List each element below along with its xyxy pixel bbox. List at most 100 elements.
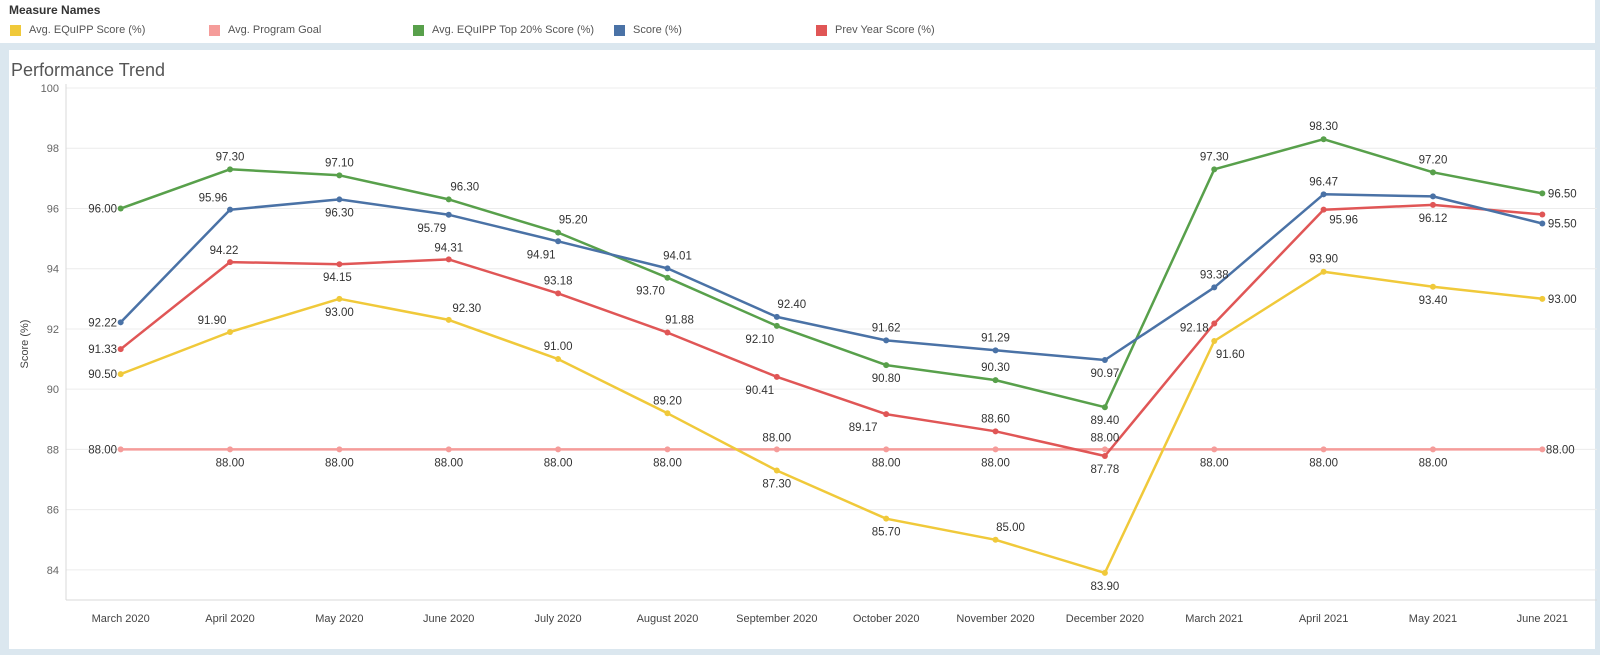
data-point xyxy=(227,206,234,213)
data-label: 88.00 xyxy=(653,457,682,469)
data-point xyxy=(1320,191,1327,198)
data-point xyxy=(1429,193,1436,200)
data-label: 94.31 xyxy=(434,242,463,254)
data-label: 93.38 xyxy=(1200,269,1229,281)
legend-item-score[interactable]: Score (%) xyxy=(614,22,682,38)
data-point xyxy=(445,256,452,263)
y-tick-label: 84 xyxy=(47,565,59,577)
data-label: 96.30 xyxy=(450,181,479,193)
data-label: 85.00 xyxy=(996,522,1025,534)
legend-item-avg-equipp-top20[interactable]: Avg. EQuIPP Top 20% Score (%) xyxy=(413,22,594,38)
data-point xyxy=(555,229,562,236)
data-label: 88.00 xyxy=(1309,457,1338,469)
data-label: 90.50 xyxy=(88,369,117,381)
data-point xyxy=(1101,453,1108,460)
data-label: 96.50 xyxy=(1548,188,1577,200)
x-tick-label: July 2020 xyxy=(535,613,582,625)
data-point xyxy=(1320,268,1327,275)
data-point xyxy=(1101,446,1108,453)
legend-panel: Measure Names Avg. EQuIPP Score (%) Avg.… xyxy=(0,0,1595,43)
legend-swatch xyxy=(816,24,827,36)
series-avg-equipp-score xyxy=(117,268,1546,576)
data-point xyxy=(664,446,671,453)
legend-label: Prev Year Score (%) xyxy=(835,24,935,36)
data-label: 95.50 xyxy=(1548,219,1577,231)
data-label: 95.20 xyxy=(559,215,588,227)
data-point xyxy=(664,329,671,336)
data-point xyxy=(555,446,562,453)
data-label: 96.30 xyxy=(325,207,354,219)
data-label: 88.00 xyxy=(872,457,901,469)
data-point xyxy=(445,446,452,453)
data-label: 88.00 xyxy=(216,457,245,469)
data-label: 89.40 xyxy=(1091,415,1120,427)
data-label: 88.00 xyxy=(1200,457,1229,469)
data-label: 89.17 xyxy=(849,422,878,434)
data-label: 95.96 xyxy=(1329,215,1358,227)
data-label: 88.00 xyxy=(762,432,791,444)
data-label: 93.70 xyxy=(636,286,665,298)
data-point xyxy=(773,446,780,453)
data-point xyxy=(1101,356,1108,363)
y-tick-label: 96 xyxy=(47,203,59,215)
data-label: 92.18 xyxy=(1180,323,1209,335)
data-point xyxy=(664,274,671,281)
data-point xyxy=(227,166,234,173)
data-label: 91.90 xyxy=(198,315,227,327)
data-point xyxy=(445,316,452,323)
data-point xyxy=(336,295,343,302)
data-label: 92.10 xyxy=(745,334,774,346)
data-label: 94.01 xyxy=(663,250,692,262)
data-point xyxy=(1101,569,1108,576)
data-point xyxy=(992,377,999,384)
data-point xyxy=(773,373,780,380)
legend-item-prev-year-score[interactable]: Prev Year Score (%) xyxy=(816,22,935,38)
data-point xyxy=(664,410,671,417)
legend-label: Avg. Program Goal xyxy=(228,24,322,36)
series-avg-equipp-top-20-score xyxy=(117,136,1546,411)
data-point xyxy=(1539,295,1546,302)
y-tick-label: 100 xyxy=(41,83,59,95)
data-point xyxy=(1429,283,1436,290)
data-point xyxy=(336,172,343,179)
data-point xyxy=(336,446,343,453)
data-point xyxy=(336,196,343,203)
data-point xyxy=(1539,211,1546,218)
x-tick-label: April 2020 xyxy=(205,613,255,625)
x-tick-label: December 2020 xyxy=(1066,613,1144,625)
legend-item-avg-equipp-score[interactable]: Avg. EQuIPP Score (%) xyxy=(10,22,145,38)
chart-title: Performance Trend xyxy=(11,60,166,80)
data-point xyxy=(1539,190,1546,197)
data-point xyxy=(1211,337,1218,344)
y-tick-label: 94 xyxy=(47,264,59,276)
data-point xyxy=(117,446,124,453)
data-label: 94.15 xyxy=(323,272,352,284)
x-tick-label: October 2020 xyxy=(853,613,920,625)
x-tick-label: May 2020 xyxy=(315,613,363,625)
y-tick-label: 98 xyxy=(47,143,59,155)
data-label: 97.10 xyxy=(325,157,354,169)
data-point xyxy=(1211,320,1218,327)
data-label: 88.00 xyxy=(1546,444,1575,456)
data-label: 93.00 xyxy=(325,307,354,319)
data-point xyxy=(883,446,890,453)
data-point xyxy=(773,313,780,320)
data-label: 88.00 xyxy=(981,457,1010,469)
data-label: 96.00 xyxy=(88,203,117,215)
legend-label: Avg. EQuIPP Top 20% Score (%) xyxy=(432,24,595,36)
data-label: 90.41 xyxy=(745,385,774,397)
x-tick-label: March 2020 xyxy=(92,613,150,625)
x-tick-label: June 2021 xyxy=(1517,613,1568,625)
x-tick-label: June 2020 xyxy=(423,613,474,625)
legend-item-avg-program-goal[interactable]: Avg. Program Goal xyxy=(209,22,321,38)
data-point xyxy=(883,337,890,344)
data-label: 87.30 xyxy=(762,478,791,490)
data-point xyxy=(883,411,890,418)
x-tick-label: May 2021 xyxy=(1409,613,1457,625)
data-point xyxy=(1539,446,1546,453)
legend-title: Measure Names xyxy=(9,3,101,17)
data-label: 95.79 xyxy=(417,223,446,235)
data-label: 88.00 xyxy=(544,457,573,469)
series-line xyxy=(119,203,1543,458)
